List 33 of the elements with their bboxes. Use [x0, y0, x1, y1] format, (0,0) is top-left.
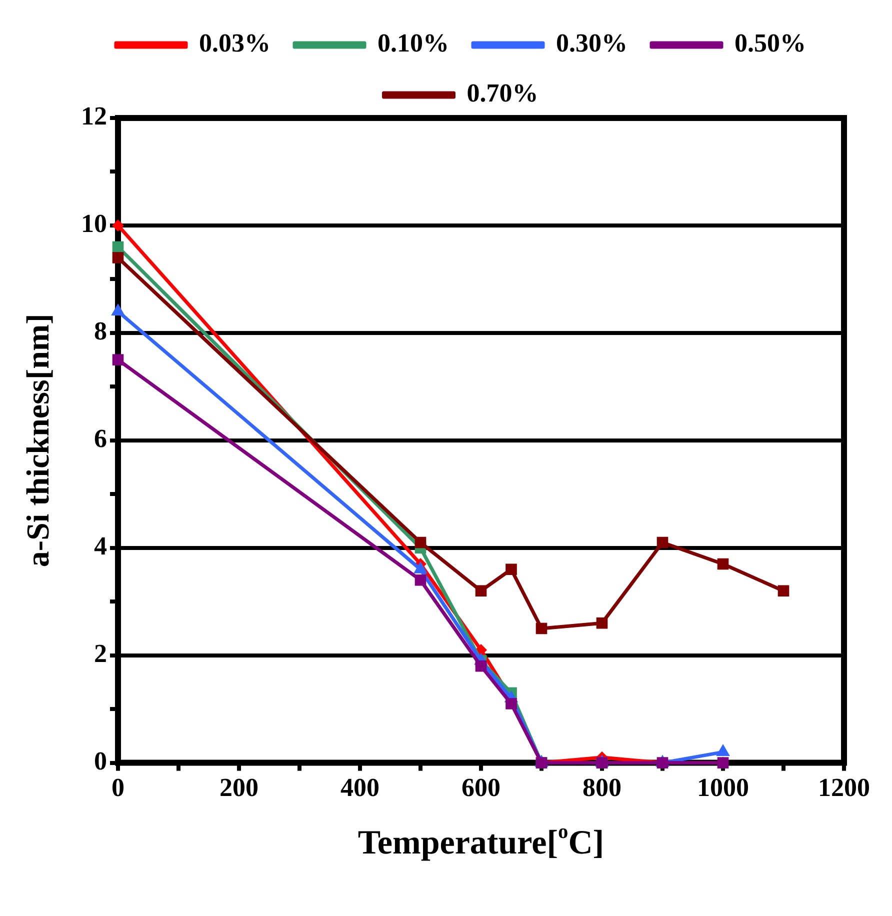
point: [112, 252, 124, 264]
x-tick-label: 800: [582, 773, 622, 802]
y-tick-label: 8: [94, 316, 107, 346]
point: [506, 698, 517, 710]
y-tick-label: 4: [94, 532, 107, 561]
legend-label: 0.30%: [556, 28, 628, 58]
y-tick-label: 6: [94, 424, 107, 454]
legend-label: 0.70%: [466, 78, 538, 108]
point: [778, 585, 790, 597]
x-tick-label: 1000: [697, 773, 749, 802]
point: [475, 660, 487, 672]
point: [112, 241, 124, 253]
y-axis-title: a-Si thickness[nm]: [19, 314, 56, 568]
y-tick-label: 2: [94, 639, 107, 668]
point: [414, 536, 426, 548]
x-tick-label: 200: [220, 773, 258, 802]
point: [414, 574, 426, 586]
legend-label: 0.03%: [199, 28, 270, 58]
point: [506, 564, 517, 576]
point: [475, 585, 487, 597]
x-tick-label: 600: [462, 773, 500, 802]
y-tick-label: 12: [81, 102, 107, 131]
point: [596, 617, 608, 629]
y-tick-label: 10: [81, 209, 107, 238]
point: [717, 558, 729, 570]
legend-label: 0.50%: [734, 28, 806, 58]
point: [112, 354, 124, 366]
point: [656, 536, 668, 548]
y-tick-label: 0: [94, 746, 107, 776]
point: [536, 622, 548, 634]
x-tick-label: 400: [340, 773, 380, 802]
x-tick-label: 1200: [818, 773, 870, 802]
legend-label: 0.10%: [378, 28, 449, 58]
